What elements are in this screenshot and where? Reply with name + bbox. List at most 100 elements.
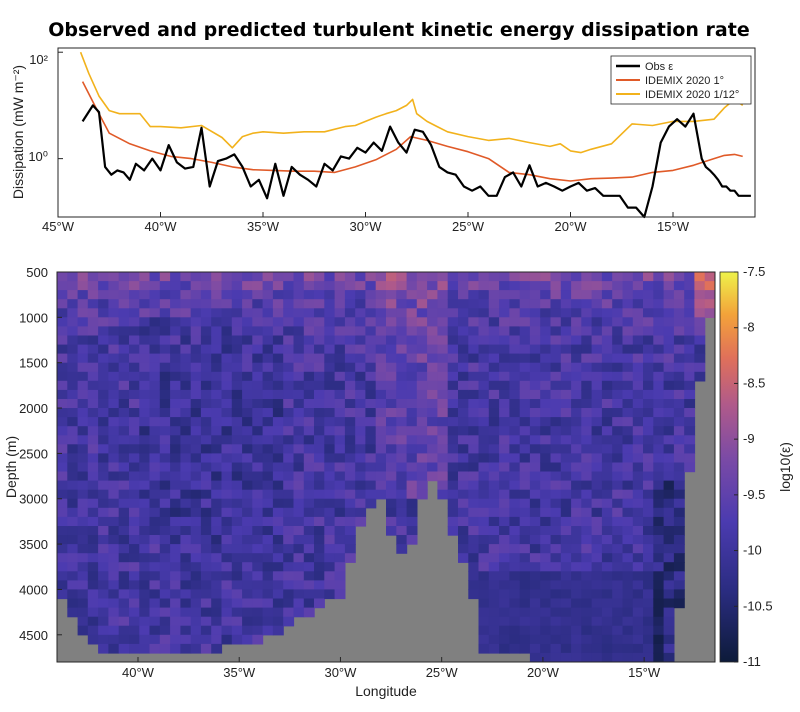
heatmap-cell bbox=[571, 489, 582, 500]
heatmap-cell bbox=[375, 462, 387, 473]
heatmap-cell bbox=[622, 281, 634, 291]
heatmap-cell bbox=[375, 489, 387, 500]
heatmap-cell bbox=[601, 272, 613, 273]
heatmap-cell bbox=[324, 272, 336, 282]
heatmap-cell bbox=[159, 308, 171, 318]
heatmap-cell bbox=[560, 598, 572, 609]
heatmap-cell bbox=[108, 362, 120, 373]
heatmap-cell bbox=[643, 317, 654, 327]
heatmap-cell bbox=[673, 308, 685, 318]
heatmap-cell bbox=[231, 290, 243, 300]
heatmap-cell bbox=[416, 272, 428, 273]
heatmap-cell bbox=[427, 272, 438, 273]
heatmap-cell bbox=[180, 616, 192, 627]
heatmap-cell bbox=[643, 444, 654, 454]
heatmap-cell bbox=[355, 389, 367, 400]
heatmap-cell bbox=[180, 272, 192, 282]
heatmap-cell bbox=[601, 616, 613, 627]
heatmap-cell bbox=[591, 426, 603, 436]
heatmap-cell bbox=[293, 399, 305, 409]
heatmap-cell bbox=[344, 498, 356, 509]
heatmap-cell bbox=[129, 290, 140, 300]
heatmap-cell bbox=[200, 643, 212, 654]
heatmap-cell bbox=[396, 290, 408, 300]
heatmap-cell bbox=[77, 471, 89, 482]
heatmap-cell bbox=[653, 417, 665, 427]
heatmap-cell bbox=[632, 652, 644, 662]
heatmap-cell bbox=[314, 462, 325, 473]
heatmap-cell bbox=[190, 299, 202, 309]
heatmap-cell bbox=[509, 643, 521, 654]
heatmap-cell bbox=[231, 535, 243, 545]
heatmap-cell bbox=[478, 426, 490, 436]
heatmap-cell bbox=[200, 290, 212, 300]
heatmap-cell bbox=[591, 480, 603, 491]
heatmap-cell bbox=[283, 544, 295, 554]
heatmap-cell bbox=[77, 435, 89, 445]
heatmap-cell bbox=[180, 281, 192, 291]
heatmap-cell bbox=[478, 362, 490, 373]
heatmap-cell bbox=[612, 308, 624, 318]
heatmap-cell bbox=[529, 453, 541, 464]
heatmap-cell bbox=[211, 625, 223, 636]
heatmap-cell bbox=[170, 471, 181, 482]
heatmap-cell bbox=[509, 317, 521, 327]
heatmap-cell bbox=[601, 625, 613, 636]
heatmap-cell bbox=[447, 299, 459, 309]
heatmap-cell bbox=[396, 353, 408, 364]
heatmap-cell bbox=[108, 562, 120, 572]
heatmap-cell bbox=[139, 272, 151, 273]
heatmap-cell bbox=[571, 498, 582, 509]
heatmap-cell bbox=[643, 562, 654, 572]
heatmap-cell bbox=[509, 625, 521, 636]
heatmap-cell bbox=[334, 580, 346, 591]
heatmap-cell bbox=[427, 281, 438, 291]
heatmap-cell bbox=[468, 562, 480, 572]
heatmap-cell bbox=[159, 562, 171, 572]
heatmap-cell bbox=[519, 362, 531, 373]
heatmap-cell bbox=[221, 553, 233, 563]
heatmap-cell bbox=[355, 417, 367, 427]
heatmap-cell bbox=[560, 453, 572, 464]
heatmap-cell bbox=[375, 335, 387, 346]
heatmap-cell bbox=[221, 589, 233, 600]
heatmap-cell bbox=[129, 335, 140, 346]
heatmap-cell bbox=[653, 426, 665, 436]
heatmap-cell bbox=[663, 544, 675, 554]
heatmap-cell bbox=[375, 317, 387, 327]
heatmap-cell bbox=[612, 453, 624, 464]
heatmap-cell bbox=[509, 444, 521, 454]
heatmap-cell bbox=[468, 389, 480, 400]
heatmap-cell bbox=[283, 507, 295, 518]
heatmap-cell bbox=[550, 290, 562, 300]
heatmap-cell bbox=[57, 380, 68, 391]
heatmap-cell bbox=[437, 326, 449, 337]
heatmap-cell bbox=[252, 408, 264, 418]
heatmap-cell bbox=[519, 371, 531, 382]
heatmap-cell bbox=[190, 408, 202, 418]
heatmap-ytick-label: 1500 bbox=[19, 356, 48, 371]
heatmap-cell bbox=[488, 417, 500, 427]
heatmap-cell bbox=[509, 571, 521, 581]
heatmap-cell bbox=[550, 616, 562, 627]
heatmap-cell bbox=[77, 290, 89, 300]
heatmap-cell bbox=[293, 317, 305, 327]
heatmap-cell bbox=[612, 408, 624, 418]
heatmap-cell bbox=[437, 317, 449, 327]
heatmap-cell bbox=[77, 489, 89, 500]
heatmap-cell bbox=[529, 598, 541, 609]
heatmap-cell bbox=[221, 616, 233, 627]
heatmap-cell bbox=[468, 326, 480, 337]
heatmap-cell bbox=[252, 426, 264, 436]
heatmap-cell bbox=[314, 526, 325, 536]
heatmap-cell bbox=[478, 616, 490, 627]
heatmap-cell bbox=[67, 272, 79, 282]
heatmap-cell bbox=[499, 507, 510, 518]
heatmap-cell bbox=[571, 462, 582, 473]
heatmap-cell bbox=[673, 353, 685, 364]
heatmap-cell bbox=[499, 480, 510, 491]
heatmap-cell bbox=[499, 643, 510, 654]
heatmap-cell bbox=[303, 417, 315, 427]
heatmap-cell bbox=[663, 535, 675, 545]
heatmap-cell bbox=[211, 526, 223, 536]
